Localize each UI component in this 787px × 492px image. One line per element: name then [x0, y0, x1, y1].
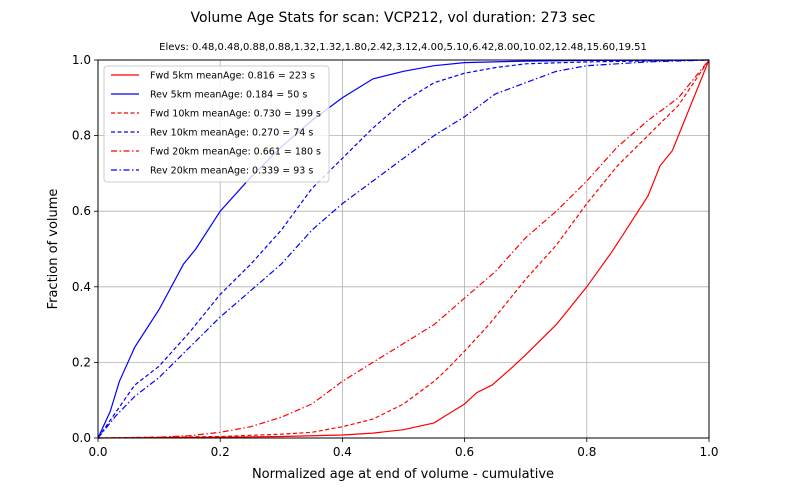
series-line: [97, 59, 710, 439]
y-tick-label: 0.4: [72, 280, 91, 294]
legend-label: Rev 20km meanAge: 0.339 = 93 s: [150, 166, 313, 177]
x-tick-label: 1.0: [699, 445, 718, 459]
chart-title: Volume Age Stats for scan: VCP212, vol d…: [190, 10, 595, 26]
y-tick-label: 1.0: [72, 53, 91, 67]
y-tick-label: 0.6: [72, 204, 91, 218]
x-tick-label: 0.8: [577, 445, 596, 459]
x-tick-label: 0.0: [88, 445, 107, 459]
axis-ticks: 0.0 0.2 0.4 0.6 0.8 1.0 0.0 0.2 0.4 0.6 0.8 1.0: [72, 53, 719, 459]
legend-label: Rev 10km meanAge: 0.270 = 74 s: [150, 128, 313, 139]
plot-frame: [97, 59, 710, 439]
legend: Fwd 5km meanAge: 0.816 = 223 s Rev 5km me…: [103, 65, 330, 183]
x-tick-label: 0.6: [455, 445, 474, 459]
legend-box: [103, 65, 330, 183]
legend-label: Fwd 10km meanAge: 0.730 = 199 s: [150, 109, 321, 120]
x-tick-label: 0.2: [211, 445, 230, 459]
series-line: [97, 59, 710, 439]
y-tick-label: 0.8: [72, 129, 91, 143]
x-tick-label: 0.4: [333, 445, 352, 459]
chart-subtitle: Elevs: 0.48,0.48,0.88,0.88,1.32,1.32,1.8…: [159, 42, 647, 53]
y-tick-label: 0.0: [72, 431, 91, 445]
legend-entries: Fwd 5km meanAge: 0.816 = 223 s Rev 5km me…: [111, 71, 321, 177]
x-axis-label: Normalized age at end of volume - cumula…: [252, 467, 554, 482]
series-line: [97, 59, 710, 439]
legend-label: Fwd 20km meanAge: 0.661 = 180 s: [150, 147, 321, 158]
legend-label: Fwd 5km meanAge: 0.816 = 223 s: [150, 71, 315, 82]
y-axis-label: Fraction of volume: [46, 189, 61, 310]
y-tick-label: 0.2: [72, 355, 91, 369]
legend-label: Rev 5km meanAge: 0.184 = 50 s: [150, 90, 307, 101]
